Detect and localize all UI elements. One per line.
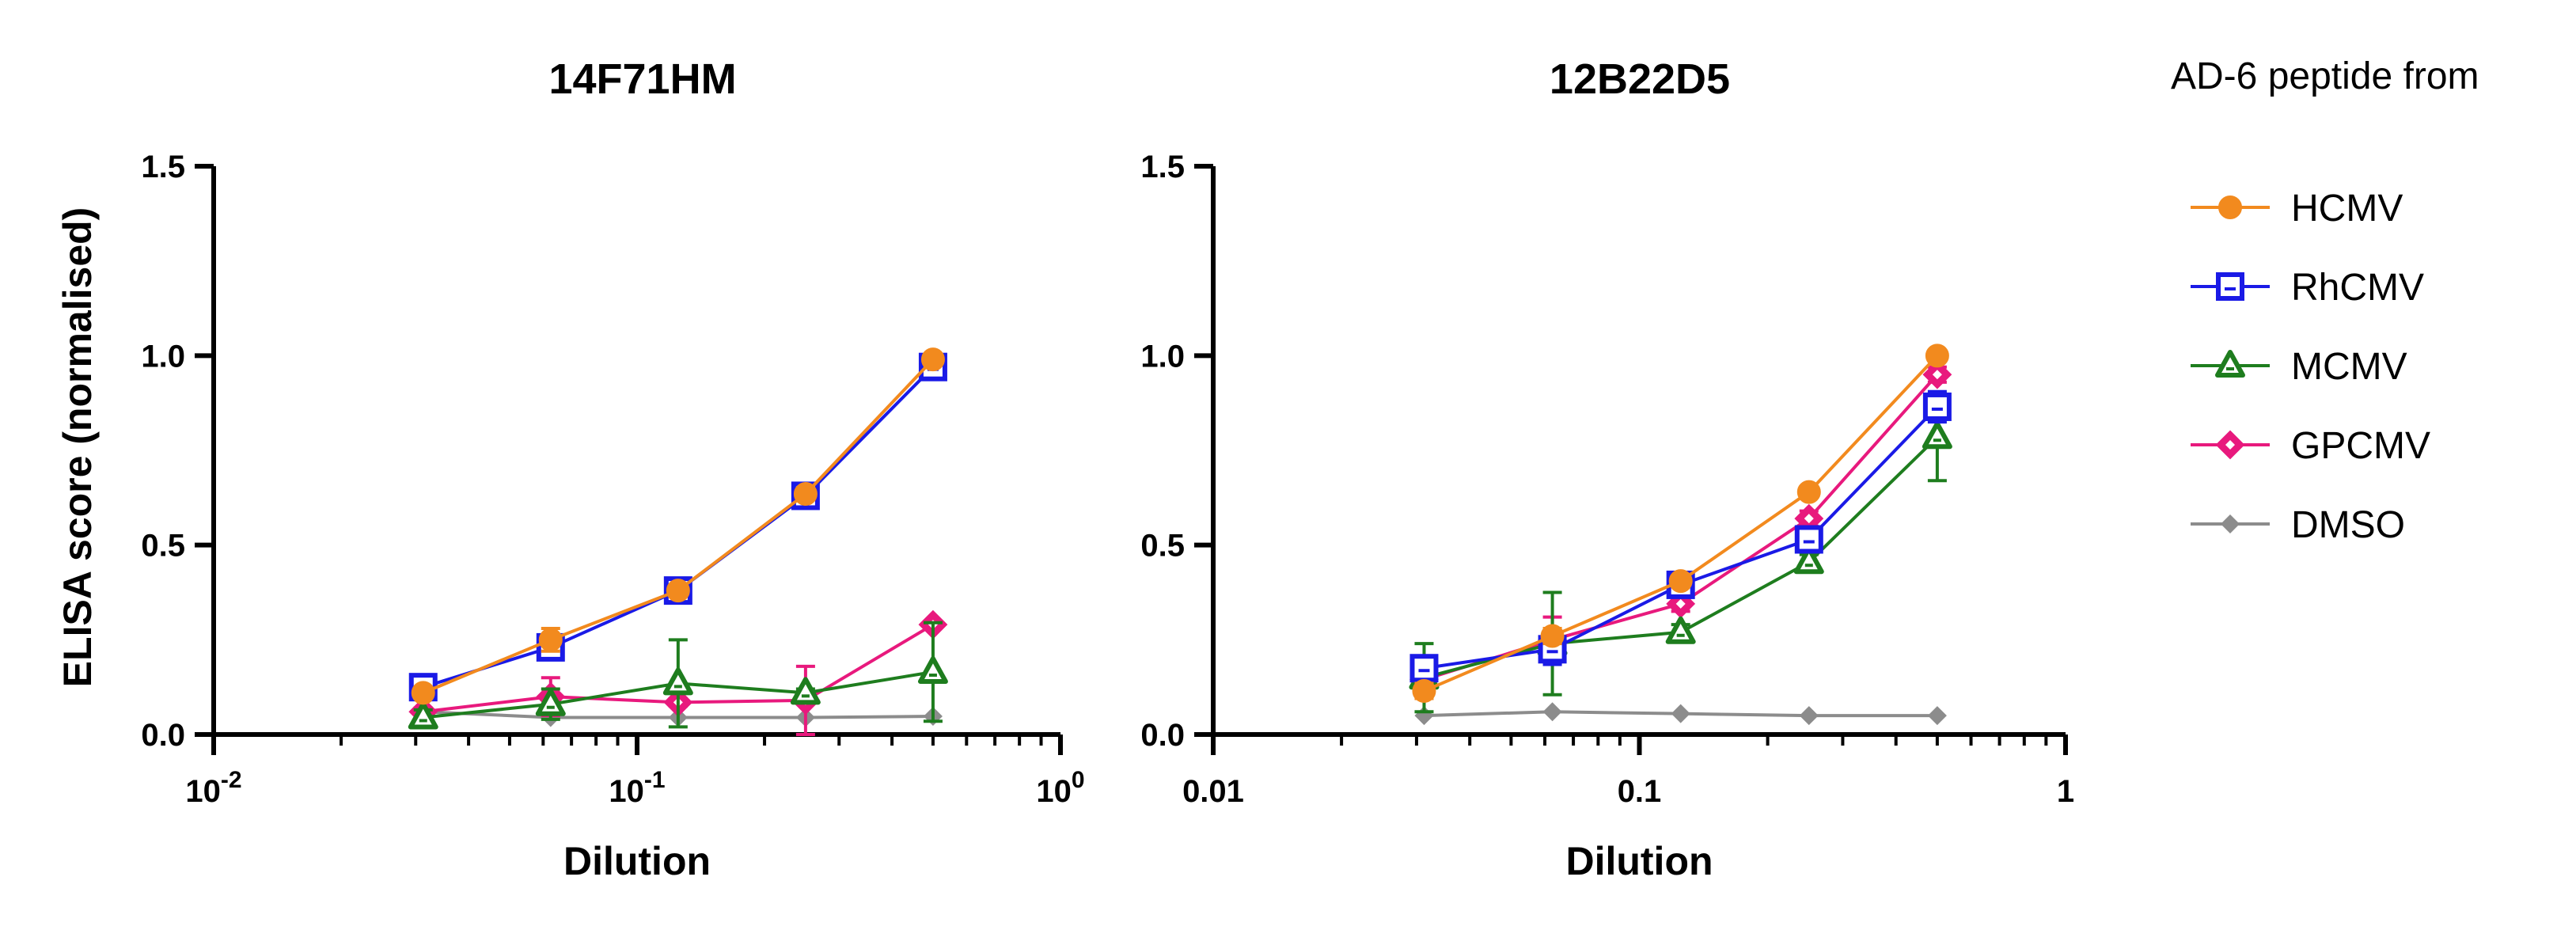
x-axis-label: Dilution	[563, 839, 711, 883]
legend-label: DMSO	[2291, 504, 2405, 546]
data-point	[1922, 421, 1952, 450]
x-axis-label: Dilution	[1565, 839, 1713, 883]
data-point	[1793, 546, 1824, 575]
x-tick-label: 0.1	[1618, 774, 1662, 809]
data-point	[1409, 654, 1439, 683]
data-point	[920, 347, 945, 372]
series-hcmv	[411, 347, 945, 705]
data-point	[1665, 616, 1696, 644]
x-tick-label: 1	[2057, 774, 2074, 809]
data-point	[1796, 480, 1821, 504]
data-point	[538, 628, 563, 652]
legend-marker	[2218, 195, 2242, 219]
x-tick-label: 0.01	[1182, 774, 1244, 809]
legend-marker	[2221, 514, 2240, 533]
data-point	[793, 482, 818, 507]
data-point	[790, 677, 821, 705]
chart-panel-12b22d5: 12B22D5 Dilution 0.0 0.5 1.0 1.5 0.01 0.1 1	[1140, 55, 2074, 883]
legend-label: MCMV	[2291, 346, 2407, 388]
y-axis-label: ELISA score (normalised)	[55, 207, 100, 688]
y-tick-label: 1.5	[141, 150, 185, 184]
data-point	[1927, 706, 1947, 726]
data-point	[1540, 624, 1565, 648]
legend-item-dmso: DMSO	[2191, 504, 2405, 546]
legend-label: GPCMV	[2291, 425, 2430, 467]
series-mcmv	[1409, 392, 1952, 714]
legend-marker	[2215, 350, 2245, 378]
legend: AD-6 peptide from HCMV RhCMV MCMV GPCMV DMSO	[2171, 55, 2479, 546]
legend-marker	[2216, 272, 2244, 301]
data-point	[408, 701, 438, 730]
series-hcmv	[1412, 344, 1949, 703]
data-point	[1922, 392, 1952, 421]
data-point	[1794, 525, 1823, 554]
y-tick-label: 0.0	[141, 718, 185, 753]
legend-item-mcmv: MCMV	[2191, 346, 2407, 388]
data-point	[1925, 344, 1949, 368]
chart-title: 12B22D5	[1550, 55, 1730, 103]
data-point	[1799, 706, 1819, 726]
data-point	[411, 681, 435, 705]
data-point	[535, 688, 566, 716]
data-point	[666, 579, 690, 603]
y-tick-label: 1.5	[1140, 150, 1185, 184]
legend-item-rhcmv: RhCMV	[2191, 267, 2424, 309]
series-dmso	[1414, 702, 1947, 726]
data-point	[662, 667, 693, 696]
legend-item-gpcmv: GPCMV	[2191, 425, 2430, 467]
data-point	[1542, 702, 1562, 722]
y-tick-label: 1.0	[141, 339, 185, 374]
legend-label: HCMV	[2291, 188, 2403, 230]
chart-panel-14f71hm: 14F71HM Dilution 0.0 0.5 1.0 1.5 10-2 10-1 100	[141, 55, 1084, 883]
legend-marker	[2215, 430, 2245, 460]
legend-title: AD-6 peptide from	[2171, 55, 2479, 97]
legend-label: RhCMV	[2291, 267, 2424, 309]
x-tick-label: 100	[1036, 767, 1084, 809]
data-point	[1671, 704, 1690, 723]
x-tick-label: 10-2	[185, 767, 241, 809]
series-mcmv	[408, 621, 948, 730]
y-tick-label: 0.5	[141, 529, 185, 564]
chart-title: 14F71HM	[548, 55, 736, 103]
data-point	[1668, 569, 1693, 594]
x-tick-label: 10-1	[609, 767, 665, 809]
legend-item-hcmv: HCMV	[2191, 188, 2403, 230]
y-tick-label: 1.0	[1140, 339, 1185, 374]
y-tick-label: 0.0	[1140, 718, 1185, 753]
data-point	[1412, 678, 1436, 703]
data-point	[917, 656, 948, 685]
y-tick-label: 0.5	[1140, 529, 1185, 564]
data-point	[1922, 359, 1952, 389]
